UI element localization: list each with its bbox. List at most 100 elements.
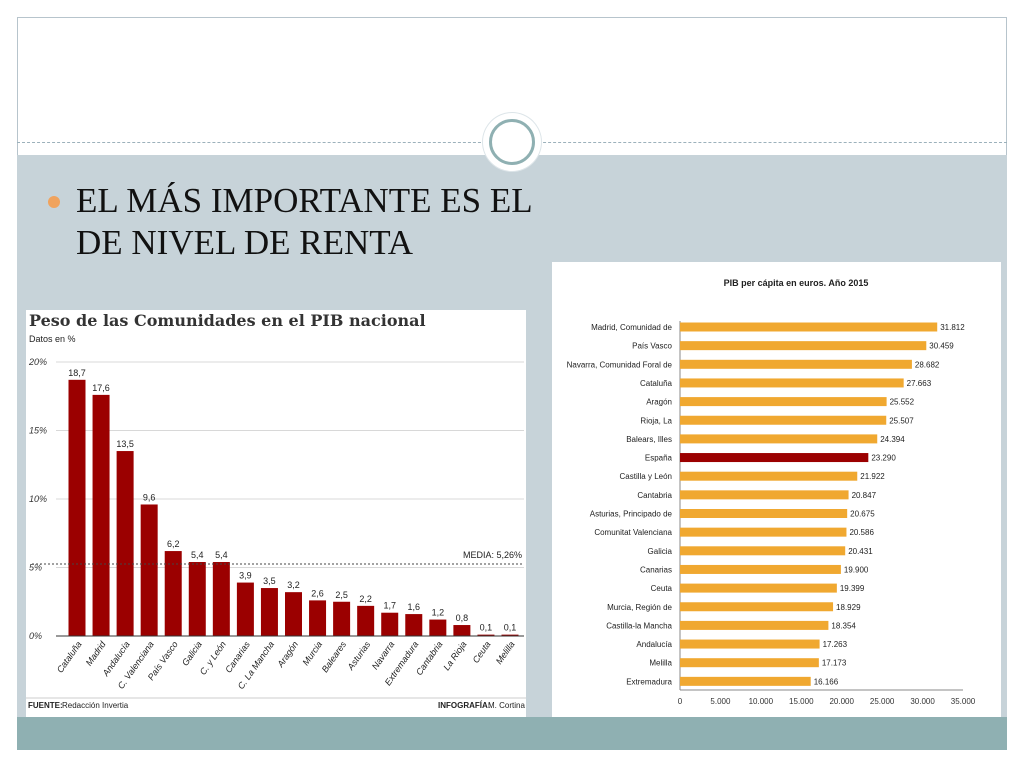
chart2-value-label: 20.431 [848, 547, 873, 556]
chart1-value-label: 0,1 [504, 623, 517, 633]
chart2-value-label: 17.263 [823, 640, 848, 649]
chart1-bar [212, 562, 230, 636]
chart2-category-label: Rioja, La [640, 416, 672, 425]
chart2-bar [680, 397, 887, 407]
chart2-bar [680, 378, 904, 388]
chart1-y-tick-label: 20% [28, 357, 47, 367]
chart1-bar [477, 634, 495, 636]
chart1-bar [92, 394, 110, 636]
chart1-value-label: 9,6 [143, 492, 156, 502]
chart2-category-label: Ceuta [651, 584, 673, 593]
chart2-x-tick-label: 15.000 [789, 697, 814, 706]
chart2-value-label: 18.929 [836, 603, 861, 612]
chart2-value-label: 21.922 [860, 472, 885, 481]
chart2-category-label: Cantabria [637, 491, 672, 500]
chart2-bar [680, 453, 869, 463]
chart1-category-label: Baleares [320, 639, 349, 674]
chart1-category-label: La Rioja [441, 639, 468, 672]
bullet-dot-icon [48, 196, 60, 208]
chart2-bar [680, 583, 837, 593]
chart1-value-label: 1,2 [432, 608, 445, 618]
chart2-category-label: Navarra, Comunidad Foral de [567, 360, 673, 369]
chart2-bar [680, 620, 829, 630]
chart2-category-label: Madrid, Comunidad de [591, 323, 672, 332]
chart1-value-label: 17,6 [92, 383, 110, 393]
chart2-category-label: Comunitat Valenciana [594, 528, 672, 537]
chart2-value-label: 24.394 [880, 435, 905, 444]
chart2-category-label: Melilla [649, 659, 672, 668]
chart1-value-label: 18,7 [68, 368, 86, 378]
chart2-x-tick-label: 25.000 [870, 697, 895, 706]
chart1-bar [116, 451, 134, 636]
chart2-bar [680, 639, 820, 649]
chart1-source-prefix: FUENTE: [28, 701, 63, 710]
chart2-bar [680, 546, 846, 556]
chart2-value-label: 27.663 [907, 379, 932, 388]
chart1-category-label: Asturias [345, 639, 373, 673]
footer-band [17, 717, 1007, 750]
chart2-category-label: Galicia [648, 547, 673, 556]
chart1-bar [357, 605, 375, 636]
chart1-bar [333, 601, 351, 636]
chart-panel-pib-weight: Peso de las Comunidades en el PIB nacion… [26, 310, 526, 717]
chart1-value-label: 0,8 [456, 613, 469, 623]
chart1-bar [164, 551, 182, 636]
chart2-category-label: País Vasco [632, 342, 672, 351]
chart-pib-weight: Peso de las Comunidades en el PIB nacion… [26, 311, 526, 710]
chart1-value-label: 0,1 [480, 623, 493, 633]
chart1-value-label: 2,6 [311, 588, 324, 598]
chart2-x-tick-label: 35.000 [951, 697, 976, 706]
chart1-value-label: 3,2 [287, 580, 300, 590]
chart1-bar [188, 562, 206, 636]
chart1-category-label: Murcia [301, 639, 325, 667]
chart1-value-label: 1,6 [408, 602, 421, 612]
chart2-category-label: Murcia, Región de [607, 603, 672, 612]
chart2-value-label: 25.507 [889, 416, 914, 425]
chart1-value-label: 2,5 [335, 590, 348, 600]
chart2-category-label: Extremadura [626, 677, 672, 686]
chart1-y-tick-label: 10% [29, 494, 47, 504]
chart1-credit-text: M. Cortina [488, 701, 525, 710]
chart1-value-label: 5,4 [215, 550, 228, 560]
chart2-x-tick-label: 30.000 [910, 697, 935, 706]
chart2-bar [680, 564, 841, 574]
chart1-value-label: 3,9 [239, 571, 252, 581]
chart1-category-label: Aragón [275, 639, 300, 669]
chart2-bar [680, 602, 834, 612]
chart-pib-per-capita: PIB per cápita en euros. Año 2015 0 5.000… [567, 278, 976, 706]
chart2-x-tick-label: 20.000 [829, 697, 854, 706]
chart1-mean-label: MEDIA: 5,26% [463, 550, 522, 560]
chart2-title: PIB per cápita en euros. Año 2015 [724, 278, 869, 288]
chart2-value-label: 20.847 [852, 491, 877, 500]
chart1-bar [429, 619, 447, 636]
chart1-value-label: 5,4 [191, 550, 204, 560]
chart1-category-label: Melilla [494, 639, 517, 666]
chart2-value-label: 28.682 [915, 360, 940, 369]
chart1-bar [405, 614, 423, 636]
chart2-bar [680, 527, 847, 537]
chart1-y-tick-label: 15% [29, 426, 47, 436]
chart1-y-tick-label: 0% [29, 631, 42, 641]
chart2-category-label: Castilla-la Mancha [606, 621, 672, 630]
chart2-bar [680, 359, 912, 369]
chart2-category-label: Castilla y León [620, 472, 672, 481]
chart1-bar [309, 600, 327, 636]
chart2-value-label: 19.900 [844, 565, 869, 574]
chart1-credit-prefix: INFOGRAFÍA: [438, 701, 490, 710]
chart2-x-tick-label: 10.000 [749, 697, 774, 706]
chart1-category-label: Cataluña [55, 639, 84, 674]
chart1-value-label: 1,7 [383, 601, 396, 611]
chart1-value-label: 3,5 [263, 576, 276, 586]
chart2-category-label: Balears, Illes [626, 435, 672, 444]
chart1-category-label: Ceuta [471, 639, 493, 664]
chart2-value-label: 17.173 [822, 659, 847, 668]
chart2-value-label: 16.166 [814, 677, 839, 686]
chart1-bar [260, 588, 278, 636]
chart2-bar [680, 676, 811, 686]
chart-panel-pib-per-capita: PIB per cápita en euros. Año 2015 0 5.000… [552, 262, 1001, 717]
chart1-subtitle: Datos en % [29, 334, 76, 344]
chart2-value-label: 20.675 [850, 510, 875, 519]
chart1-value-label: 13,5 [116, 439, 134, 449]
chart1-bar [236, 582, 254, 636]
chart2-value-label: 30.459 [929, 342, 954, 351]
